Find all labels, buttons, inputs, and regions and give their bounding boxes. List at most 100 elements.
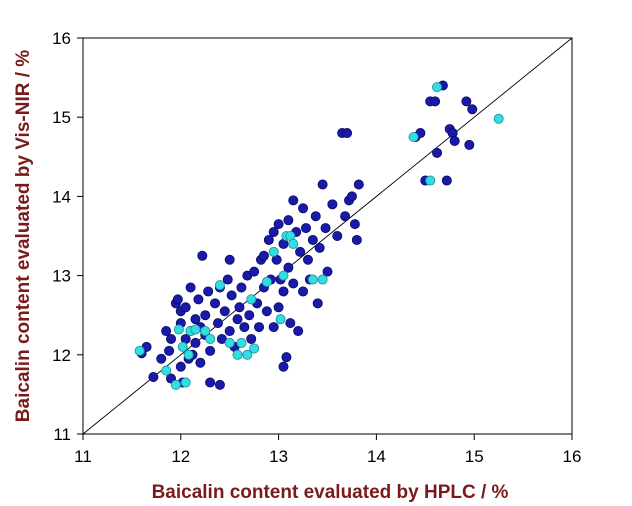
data-point: [320, 223, 331, 234]
y-tick-label: 16: [52, 29, 71, 48]
x-tick-label: 11: [74, 447, 92, 466]
data-point: [172, 294, 183, 305]
data-point: [183, 349, 194, 360]
data-point: [310, 211, 321, 222]
data-point: [298, 203, 309, 214]
data-point: [180, 377, 191, 388]
data-point: [232, 349, 243, 360]
y-axis-title: Baicalin content evaluated by Vis-NIR / …: [13, 50, 34, 422]
data-point: [273, 219, 284, 230]
data-point: [134, 345, 145, 356]
data-point: [224, 254, 235, 265]
data-point: [302, 254, 313, 265]
data-point: [236, 282, 247, 293]
data-point: [349, 219, 360, 230]
data-point: [288, 278, 299, 289]
data-point: [263, 234, 274, 245]
data-point: [210, 298, 221, 309]
data-point: [281, 352, 292, 363]
data-point: [216, 333, 227, 344]
data-point: [156, 353, 167, 364]
data-point: [342, 128, 353, 139]
data-point: [161, 326, 172, 337]
data-point: [273, 302, 284, 313]
data-point: [205, 377, 216, 388]
data-point: [180, 302, 191, 313]
x-tick-label: 12: [171, 447, 190, 466]
data-point: [332, 230, 343, 241]
y-tick-label: 15: [52, 108, 71, 127]
data-point: [249, 343, 260, 354]
x-tick-label: 15: [465, 447, 484, 466]
data-point: [203, 286, 214, 297]
data-point: [322, 266, 333, 277]
data-point: [275, 314, 286, 325]
data-point: [258, 250, 269, 261]
data-point: [278, 286, 289, 297]
data-point: [226, 290, 237, 301]
data-point: [295, 246, 306, 257]
data-point: [254, 322, 265, 333]
data-point: [327, 199, 338, 210]
data-point: [200, 326, 211, 337]
data-point: [185, 282, 196, 293]
data-point: [346, 191, 357, 202]
data-point: [298, 286, 309, 297]
data-point: [261, 306, 272, 317]
data-point: [300, 223, 311, 234]
data-point: [166, 333, 177, 344]
data-point: [340, 211, 351, 222]
data-point: [261, 276, 272, 287]
data-point: [175, 361, 186, 372]
data-point: [200, 310, 211, 321]
data-point: [236, 337, 247, 348]
data-point: [307, 274, 318, 285]
data-point: [285, 318, 296, 329]
data-point: [212, 318, 223, 329]
data-point: [268, 227, 279, 238]
data-point: [232, 314, 243, 325]
data-point: [173, 324, 184, 335]
data-point: [242, 349, 253, 360]
data-point: [314, 242, 325, 253]
data-point: [317, 179, 328, 190]
data-point: [190, 324, 201, 335]
data-point: [278, 270, 289, 281]
data-point: [268, 322, 279, 333]
data-point: [214, 280, 225, 291]
data-point: [408, 131, 419, 142]
data-point: [288, 195, 299, 206]
data-point: [239, 322, 250, 333]
data-point: [293, 326, 304, 337]
data-point: [164, 345, 175, 356]
data-point: [351, 234, 362, 245]
data-point: [432, 147, 443, 158]
data-point: [307, 234, 318, 245]
data-point: [193, 294, 204, 305]
x-tick-label: 13: [269, 447, 288, 466]
data-point: [148, 371, 159, 382]
data-point: [353, 179, 364, 190]
data-point: [312, 298, 323, 309]
data-point: [283, 262, 294, 273]
data-point: [190, 337, 201, 348]
data-point: [205, 333, 216, 344]
y-tick-label: 11: [53, 425, 71, 444]
x-axis-ticks: 11 12 13 14 15 16: [74, 434, 581, 466]
data-point: [224, 337, 235, 348]
data-point: [467, 104, 478, 115]
data-point: [268, 246, 279, 257]
data-point: [246, 333, 257, 344]
data-point: [205, 345, 216, 356]
data-point: [430, 96, 441, 107]
data-point: [441, 175, 452, 186]
data-point: [224, 326, 235, 337]
data-point: [177, 341, 188, 352]
data-point: [222, 274, 233, 285]
x-axis-title: Baicalin content evaluated by HPLC / %: [152, 482, 509, 503]
data-point: [197, 250, 208, 261]
data-point: [288, 238, 299, 249]
data-point: [244, 310, 255, 321]
data-point: [170, 379, 181, 390]
